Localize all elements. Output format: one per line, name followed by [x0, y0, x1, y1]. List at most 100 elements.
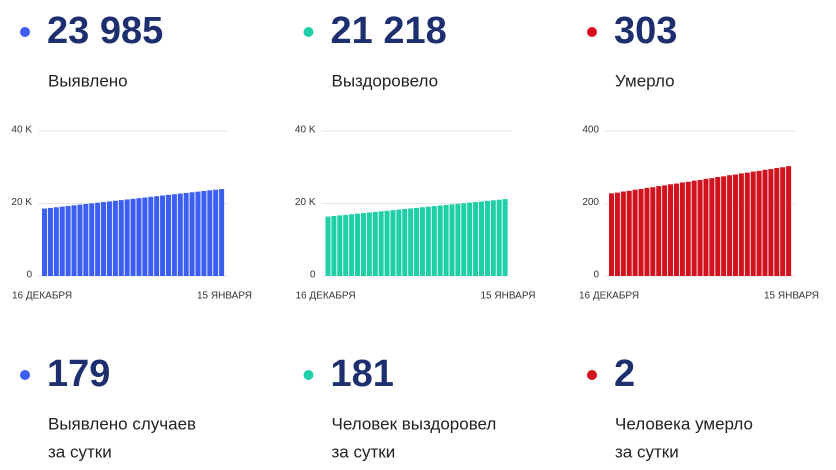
bar [414, 207, 420, 276]
bar [65, 205, 71, 276]
y-tick-label: 40 K [295, 125, 316, 136]
bar [632, 189, 638, 276]
bar [213, 189, 219, 276]
bar [101, 202, 107, 276]
bar [744, 172, 750, 276]
bar [47, 207, 53, 276]
bar [207, 190, 213, 276]
bar [360, 213, 366, 276]
bar [786, 166, 792, 276]
bar [384, 210, 390, 276]
bar [53, 207, 59, 276]
bar [408, 208, 414, 276]
dot [20, 370, 30, 380]
daily-label: Человек выздоровел [332, 414, 497, 433]
bar [780, 167, 786, 276]
dot [20, 27, 30, 37]
bar [679, 182, 685, 276]
x-tick-label: 16 ДЕКАБРЯ [579, 291, 639, 302]
x-tick-label: 16 ДЕКАБРЯ [12, 291, 72, 302]
daily-value: 179 [47, 353, 110, 395]
total-value: 303 [614, 10, 677, 52]
y-tick-label: 200 [582, 197, 599, 208]
bar [325, 216, 331, 276]
y-tick-label: 0 [26, 270, 32, 281]
bar [774, 167, 780, 276]
bar [437, 205, 443, 276]
bar [83, 204, 89, 276]
bar [662, 185, 668, 276]
bar [366, 212, 372, 276]
bar [425, 206, 431, 276]
y-tick-label: 0 [310, 270, 316, 281]
bar [201, 190, 207, 276]
x-tick-label: 15 ЯНВАРЯ [480, 291, 535, 302]
bar [461, 203, 467, 276]
bar [732, 174, 738, 276]
bar [349, 214, 355, 276]
y-tick-label: 0 [593, 270, 599, 281]
bar [372, 211, 378, 276]
bar [768, 169, 774, 276]
bar [721, 176, 727, 276]
dot [587, 27, 597, 37]
bar [685, 181, 691, 276]
bar [136, 198, 142, 276]
daily-label: Выявлено случаев [48, 414, 196, 433]
bar [95, 202, 101, 276]
bar [668, 184, 674, 276]
bar [419, 207, 425, 276]
bar [709, 178, 715, 276]
bar [673, 183, 679, 276]
bar [177, 193, 183, 276]
bar [449, 204, 455, 276]
bar [118, 200, 124, 276]
bar [165, 194, 171, 276]
daily-label: за сутки [615, 442, 679, 461]
bar [656, 186, 662, 276]
bar [650, 187, 656, 276]
bar [431, 206, 437, 276]
bar [738, 173, 744, 276]
bar [42, 208, 48, 276]
daily-value: 181 [331, 353, 394, 395]
daily-label: за сутки [332, 442, 396, 461]
total-value: 23 985 [47, 10, 163, 52]
bar [337, 215, 343, 276]
bar [106, 201, 112, 276]
total-label: Выздоровело [332, 71, 439, 90]
bar [77, 204, 83, 276]
bar [609, 193, 615, 276]
bar [443, 204, 449, 276]
x-tick-label: 16 ДЕКАБРЯ [296, 291, 356, 302]
bar [467, 202, 473, 276]
dot [303, 370, 314, 380]
total-value: 21 218 [331, 10, 447, 52]
bar [219, 189, 225, 276]
bar [189, 192, 195, 276]
dot [303, 27, 314, 37]
bar [715, 177, 721, 276]
bar [490, 200, 496, 276]
bar [343, 214, 349, 276]
bar [148, 196, 154, 276]
total-label: Выявлено [48, 71, 128, 90]
bar [496, 199, 502, 276]
y-tick-label: 20 K [295, 197, 316, 208]
y-tick-label: 20 K [11, 197, 32, 208]
y-tick-label: 40 K [11, 125, 32, 136]
bar [112, 200, 118, 276]
bar [130, 198, 136, 276]
bar [331, 215, 337, 276]
y-tick-label: 400 [582, 125, 599, 136]
dot [587, 370, 597, 380]
daily-value: 2 [614, 353, 635, 395]
bar [71, 205, 77, 276]
x-tick-label: 15 ЯНВАРЯ [197, 291, 252, 302]
bar [59, 206, 65, 276]
bar [378, 211, 384, 276]
bar [124, 199, 130, 276]
bar [762, 169, 768, 276]
bar [750, 171, 756, 276]
bar [402, 209, 408, 276]
